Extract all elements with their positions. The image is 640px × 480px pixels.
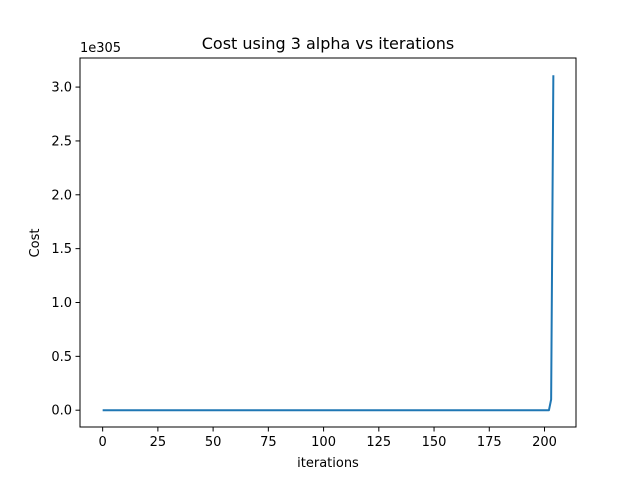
y-tick-label: 2.0: [51, 188, 72, 203]
plot-area: 0 25 50 75 100 125 150 175 200 0.0 0.5 1.0 1.5 2.0 2.5…: [51, 57, 577, 450]
y-tick-label: 0.5: [51, 350, 72, 365]
x-tick-label: 50: [205, 435, 222, 450]
y-tick-label: 0.0: [51, 404, 72, 419]
y-tick-label: 1.0: [51, 296, 72, 311]
y-tick-label: 1.5: [51, 242, 72, 257]
x-tick-label: 175: [477, 435, 502, 450]
y-tick-label: 2.5: [51, 134, 72, 149]
x-tick-label: 75: [260, 435, 277, 450]
y-axis-label: Cost: [28, 229, 43, 258]
series-line-0: [102, 75, 555, 412]
x-tick-label: 150: [422, 435, 447, 450]
x-tick-label: 200: [532, 435, 557, 450]
axes-frame: [79, 57, 577, 428]
x-tick-label: 0: [99, 435, 107, 450]
x-tick-label: 100: [311, 435, 336, 450]
y-offset-label: 1e305: [80, 41, 121, 56]
x-tick-label: 125: [366, 435, 391, 450]
chart-title: Cost using 3 alpha vs iterations: [202, 34, 454, 53]
x-tick-label: 25: [150, 435, 167, 450]
x-axis-label: iterations: [297, 456, 359, 471]
y-tick-label: 3.0: [51, 81, 72, 96]
